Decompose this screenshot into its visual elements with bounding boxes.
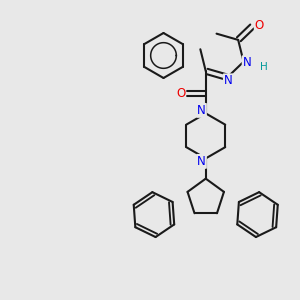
Text: O: O	[255, 19, 264, 32]
Text: H: H	[260, 62, 268, 72]
Text: N: N	[197, 155, 206, 168]
Text: O: O	[176, 87, 185, 100]
Text: N: N	[197, 104, 206, 117]
Text: N: N	[224, 74, 233, 87]
Text: N: N	[243, 56, 251, 69]
